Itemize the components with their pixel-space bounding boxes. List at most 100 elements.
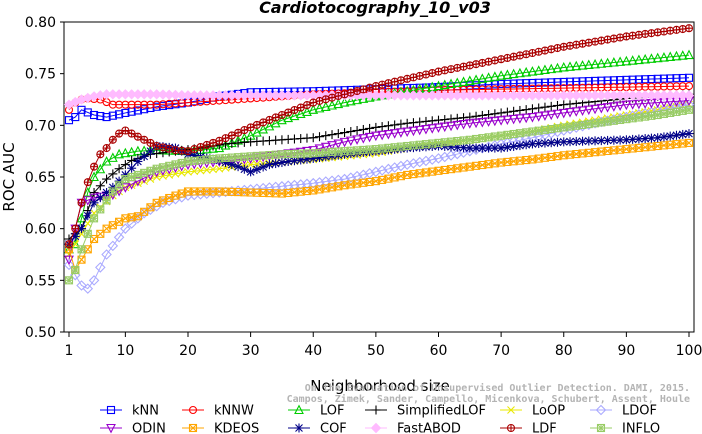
data-point-ldof	[101, 249, 112, 260]
data-point-knnw	[133, 100, 142, 109]
data-point-ldf	[446, 65, 456, 74]
data-point-lof	[608, 57, 619, 67]
data-point-ldf	[534, 47, 543, 56]
data-point-cof	[133, 157, 143, 166]
data-point-cof	[502, 142, 512, 152]
data-point-lof	[527, 66, 538, 76]
data-point-knnw	[653, 82, 662, 91]
data-point-odin	[402, 127, 413, 138]
data-point-simplifiedlof	[114, 164, 124, 174]
data-point-lof	[201, 143, 212, 154]
legend-label-kdeos: KDEOS	[214, 422, 259, 434]
data-point-ldof	[414, 156, 425, 168]
data-point-simplifiedlof	[127, 155, 137, 165]
data-point-inflo	[96, 205, 105, 214]
data-point-knn	[133, 106, 142, 115]
data-point-ldf	[559, 42, 568, 51]
data-point-odin	[477, 117, 488, 128]
data-point-lof	[114, 148, 125, 159]
axes-layer: 0.50 0.55 0.60 0.65 0.70 0.75 0.80 1 10 20 30 40 50 6…	[25, 15, 702, 359]
data-point-cof	[546, 138, 556, 148]
data-point-knn	[90, 110, 99, 120]
data-point-odin	[552, 109, 563, 120]
data-point-knn	[547, 78, 556, 87]
data-point-odin	[289, 148, 300, 159]
y-tick-label: 0.60	[25, 222, 56, 238]
data-point-cof	[496, 143, 506, 153]
data-point-lof	[540, 64, 550, 74]
data-point-odin	[433, 123, 444, 133]
data-point-lof	[89, 171, 99, 182]
data-point-loop	[215, 164, 224, 173]
data-point-ldf	[503, 53, 512, 63]
data-point-lof	[283, 112, 294, 123]
data-point-ldf	[572, 40, 581, 49]
data-point-lof	[320, 101, 331, 111]
data-point-knnw	[152, 100, 161, 109]
data-point-ldf	[259, 118, 268, 127]
data-point-odin	[590, 104, 600, 115]
data-point-odin	[546, 110, 557, 121]
data-point-lof	[333, 98, 344, 109]
data-point-odin	[320, 142, 331, 153]
data-point-odin	[377, 130, 388, 141]
data-point-lof	[558, 61, 569, 72]
data-point-lof	[483, 72, 494, 82]
data-point-lof	[289, 110, 300, 121]
data-point-lof	[677, 50, 688, 60]
data-point-loop	[177, 168, 186, 177]
data-point-ldof	[426, 154, 438, 165]
data-point-ldf	[77, 198, 86, 207]
data-point-cof	[264, 160, 274, 170]
data-point-odin	[396, 128, 406, 138]
data-point-knn	[96, 111, 105, 121]
data-point-knn	[108, 111, 117, 120]
data-point-simplifiedlof	[390, 120, 400, 130]
data-point-simplifiedlof	[346, 127, 356, 137]
data-point-lof	[552, 62, 563, 73]
credit-line-2: Campos, Zimek, Sander, Campello, Micenko…	[287, 393, 690, 405]
legend-label-lof: LOF	[320, 404, 345, 419]
data-point-ldf	[684, 24, 694, 33]
data-point-ldf	[96, 150, 105, 159]
data-point-knn	[659, 74, 668, 83]
legend: kNN kNNW LOF SimplifiedLOF LoOP LDOF ODIN KDEOS…	[100, 404, 660, 434]
data-point-knn	[140, 105, 149, 114]
data-point-lof	[546, 63, 557, 74]
data-point-odin	[621, 100, 632, 111]
data-point-knnw	[121, 100, 130, 109]
x-tick-label: 100	[676, 343, 702, 359]
data-point-ldof	[433, 153, 444, 164]
data-point-ldf	[553, 43, 562, 53]
data-point-knn	[684, 73, 694, 82]
data-point-lof	[295, 108, 306, 119]
data-point-simplifiedlof	[527, 104, 537, 114]
data-point-simplifiedlof	[534, 103, 544, 113]
y-axis-title: ROC AUC	[0, 142, 18, 211]
data-point-knn	[83, 108, 92, 117]
data-point-inflo	[77, 245, 86, 254]
data-point-ldof	[364, 168, 375, 179]
data-point-loop	[196, 166, 205, 175]
data-point-odin	[414, 125, 425, 136]
data-point-lof	[615, 56, 626, 66]
data-point-knn	[647, 74, 656, 84]
series-line-ldf	[68, 27, 690, 245]
data-point-cof	[684, 129, 694, 139]
data-point-ldf	[146, 138, 155, 147]
data-point-simplifiedlof	[408, 118, 418, 128]
data-point-knnw	[684, 82, 694, 91]
data-point-cof	[139, 151, 149, 161]
data-point-odin	[471, 118, 481, 129]
data-point-knn	[572, 77, 581, 86]
data-point-ldof	[63, 259, 75, 271]
data-point-lof	[515, 67, 525, 78]
data-point-knn	[71, 113, 80, 122]
data-point-lof	[684, 49, 694, 60]
data-point-simplifiedlof	[559, 100, 569, 110]
data-point-simplifiedlof	[108, 169, 118, 179]
data-point-simplifiedlof	[433, 115, 443, 125]
data-point-odin	[527, 113, 538, 123]
y-tick-label: 0.65	[25, 170, 56, 186]
data-point-cof	[127, 163, 137, 173]
